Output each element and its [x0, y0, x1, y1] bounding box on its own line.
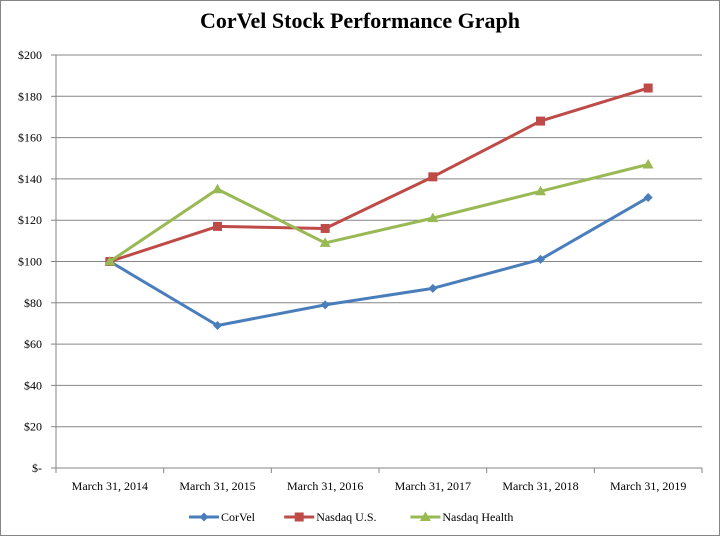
- x-tick-label: March 31, 2019: [610, 479, 686, 493]
- x-tick-label: March 31, 2016: [287, 479, 363, 493]
- series: [104, 83, 654, 331]
- data-point-corvel: [213, 321, 222, 331]
- y-tick-label: $180: [18, 89, 42, 103]
- y-tick-label: $60: [24, 337, 42, 351]
- y-tick-label: $40: [24, 378, 42, 392]
- y-tick-label: $160: [18, 131, 42, 145]
- y-tick-labels: $- $20 $40 $60 $80 $100 $120 $140 $160 $180 $200: [18, 48, 42, 475]
- data-point-corvel: [536, 254, 545, 264]
- x-tick-labels: March 31, 2014 March 31, 2015 March 31, 20…: [72, 479, 687, 493]
- y-tick-label: $-: [32, 461, 42, 475]
- legend-label: Nasdaq Health: [442, 510, 513, 524]
- legend-item-nasdaq-health: Nasdaq Health: [410, 510, 513, 524]
- y-tick-label: $140: [18, 172, 42, 186]
- y-tick-label: $200: [18, 48, 42, 62]
- data-point-nasdaq-u-s: [536, 116, 545, 126]
- y-tick-label: $20: [24, 420, 42, 434]
- series-line-nasdaq-health: [108, 162, 649, 263]
- series-nasdaq-health: [104, 158, 654, 266]
- data-point-corvel: [643, 192, 653, 202]
- x-tick-label: March 31, 2015: [179, 479, 255, 493]
- data-point-nasdaq-health: [104, 256, 116, 266]
- data-point-nasdaq-u-s: [320, 223, 330, 233]
- legend-item-corvel: CorVel: [189, 510, 256, 524]
- legend-marker: [294, 512, 304, 522]
- x-tick-label: March 31, 2017: [395, 479, 471, 493]
- data-point-nasdaq-u-s: [213, 221, 222, 231]
- axes: [51, 54, 703, 473]
- series-line-corvel: [109, 196, 649, 328]
- legend: CorVel Nasdaq U.S. Nasdaq Health: [189, 510, 513, 524]
- legend-marker: [419, 511, 431, 521]
- y-tick-label: $100: [18, 255, 42, 269]
- data-point-nasdaq-health: [319, 237, 331, 247]
- data-point-nasdaq-health: [212, 183, 223, 194]
- data-point-nasdaq-health: [427, 212, 439, 223]
- series-nasdaq-u-s: [105, 83, 653, 266]
- legend-item-nasdaq-u-s: Nasdaq U.S.: [284, 510, 377, 524]
- chart-title: CorVel Stock Performance Graph: [200, 8, 520, 33]
- legend-marker: [199, 512, 209, 522]
- legend-label: Nasdaq U.S.: [316, 510, 376, 524]
- data-point-corvel: [320, 300, 330, 310]
- data-point-nasdaq-u-s: [428, 172, 438, 182]
- data-point-nasdaq-u-s: [643, 83, 653, 93]
- gridlines: [56, 54, 702, 428]
- y-tick-label: $120: [18, 213, 42, 227]
- series-line-nasdaq-u-s: [109, 86, 649, 263]
- data-point-corvel: [428, 283, 438, 293]
- x-tick-label: March 31, 2018: [502, 479, 578, 493]
- x-tick-label: March 31, 2014: [72, 479, 148, 493]
- data-point-nasdaq-health: [535, 185, 546, 196]
- y-tick-label: $80: [24, 296, 42, 310]
- data-point-nasdaq-health: [642, 158, 654, 169]
- legend-label: CorVel: [221, 510, 256, 524]
